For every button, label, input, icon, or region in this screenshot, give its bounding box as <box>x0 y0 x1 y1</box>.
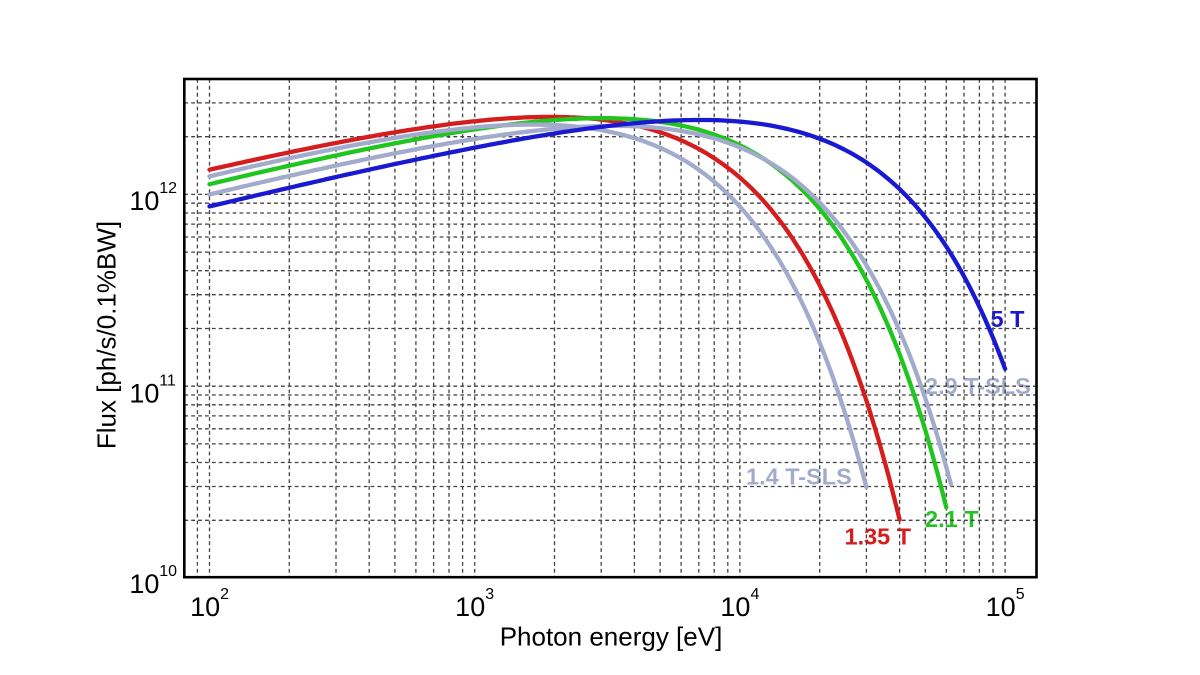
svg-text:2.1 T: 2.1 T <box>925 506 979 532</box>
svg-text:10: 10 <box>129 569 159 599</box>
svg-text:10: 10 <box>455 592 485 622</box>
svg-text:Photon energy [eV]: Photon energy [eV] <box>500 621 723 651</box>
svg-text:5 T: 5 T <box>991 306 1026 332</box>
svg-text:11: 11 <box>159 372 176 389</box>
svg-text:12: 12 <box>159 180 177 197</box>
svg-text:10: 10 <box>159 563 177 580</box>
svg-text:10: 10 <box>190 592 220 622</box>
svg-text:10: 10 <box>129 379 159 409</box>
svg-text:1.35 T: 1.35 T <box>845 524 912 550</box>
svg-text:10: 10 <box>720 592 750 622</box>
svg-text:10: 10 <box>986 592 1016 622</box>
svg-text:4: 4 <box>751 586 760 603</box>
svg-text:5: 5 <box>1016 586 1025 603</box>
svg-text:Flux [ph/s/0.1%BW]: Flux [ph/s/0.1%BW] <box>92 221 122 449</box>
svg-text:10: 10 <box>129 186 159 216</box>
svg-text:1.4 T-SLS: 1.4 T-SLS <box>746 464 852 490</box>
svg-text:2: 2 <box>220 586 229 603</box>
svg-text:3: 3 <box>485 586 494 603</box>
